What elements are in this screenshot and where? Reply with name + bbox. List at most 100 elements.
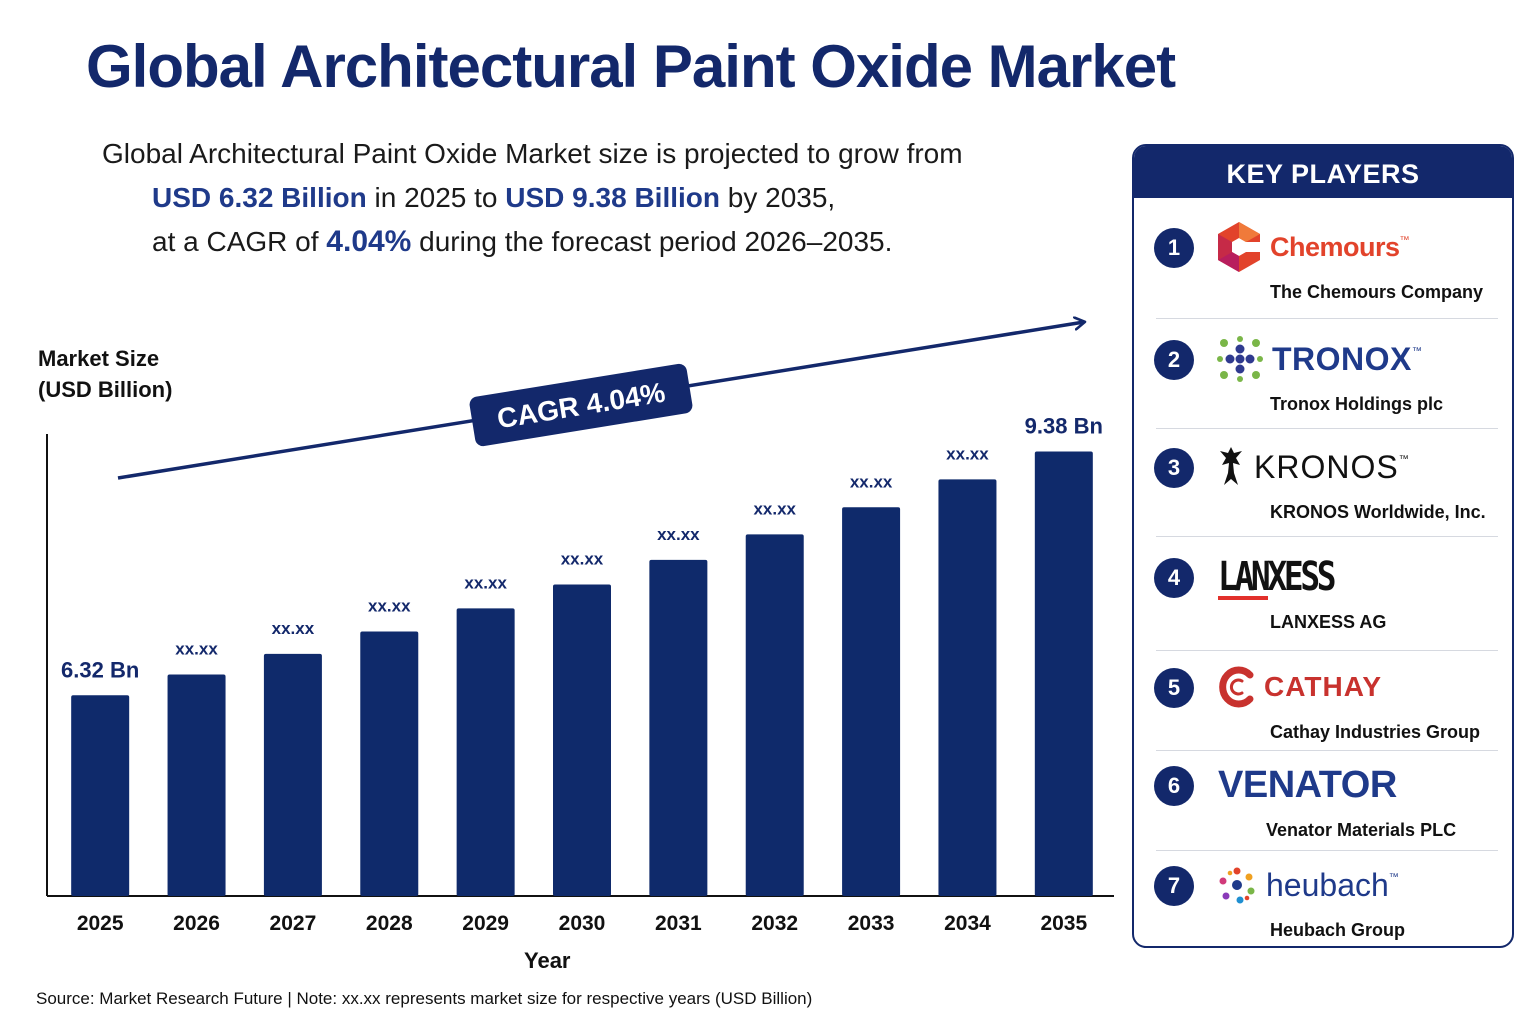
tronox-tm: ™ [1411, 345, 1422, 357]
divider [1156, 428, 1498, 429]
player-item-chemours: 1 Chemours ™ The Chemours Company [1154, 222, 1496, 340]
chemours-logo: Chemours ™ [1216, 220, 1410, 274]
cathay-logo: CATHAY [1216, 660, 1382, 714]
player-item-kronos: 3 KRONOS ™ KRONOS Worldwide, Inc. [1154, 447, 1496, 560]
x-tick-2025: 2025 [77, 912, 124, 935]
kronos-logo-icon [1220, 447, 1242, 485]
player-name: KRONOS Worldwide, Inc. [1270, 502, 1486, 522]
value-labels-group: 6.32 Bn xx.xx xx.xx xx.xx xx.xx xx.xx xx.xx xx.… [61, 413, 1103, 682]
x-tick-2026: 2026 [173, 912, 220, 935]
cagr-badge: CAGR 4.04% [469, 363, 693, 447]
x-tick-2028: 2028 [366, 912, 413, 935]
rank-badge: 3 [1154, 448, 1194, 488]
rank-badge: 1 [1154, 228, 1194, 268]
cathay-logo-text: CATHAY [1264, 671, 1383, 702]
heubach-tm: ™ [1388, 871, 1399, 883]
player-item-venator: 6 VENATOR Venator Materials PLC [1154, 764, 1496, 878]
chemours-tm: ™ [1399, 234, 1410, 246]
cagr-value: 4.04% [326, 225, 412, 258]
divider [1156, 850, 1498, 851]
summary-pre-cagr: at a CAGR of [152, 226, 327, 257]
bar-2031 [649, 559, 708, 896]
bar-2035 [1034, 451, 1093, 896]
bar-2030 [553, 584, 611, 896]
player-item-cathay: 5 CATHAY Cathay Industries Group [1154, 666, 1496, 780]
value-label-2031: xx.xx [657, 525, 700, 544]
x-tick-2027: 2027 [270, 912, 317, 935]
market-summary: Global Architectural Paint Oxide Market … [60, 132, 1070, 264]
player-name: The Chemours Company [1270, 282, 1484, 302]
rank-badge: 5 [1154, 668, 1194, 708]
divider [1156, 750, 1498, 751]
value-label-2035: 9.38 Bn [1025, 413, 1103, 438]
lanxess-logo-icon: LANXESS [1218, 550, 1359, 604]
summary-line-1: Global Architectural Paint Oxide Market … [102, 138, 963, 169]
player-item-heubach: 7 heubach ™ Heubach Group [1154, 866, 1496, 946]
x-tick-2030: 2030 [559, 912, 606, 935]
tick-labels-group: 2025 2026 2027 2028 2029 2030 2031 2032 2033 2034… [77, 912, 1088, 935]
player-name: Heubach Group [1270, 920, 1406, 940]
value-label-2032: xx.xx [753, 499, 796, 518]
value-label-2033: xx.xx [850, 472, 893, 491]
x-tick-2031: 2031 [655, 912, 702, 935]
bar-chart: 6.32 Bn xx.xx xx.xx xx.xx xx.xx xx.xx xx.xx xx.… [46, 300, 1114, 935]
divider [1156, 536, 1498, 537]
cathay-logo-icon [1219, 666, 1254, 708]
source-note: Source: Market Research Future | Note: x… [36, 989, 813, 1008]
value-label-2029: xx.xx [464, 573, 507, 592]
y-axis-label-line-1: Market Size [38, 346, 160, 371]
cagr-badge-bg [469, 363, 693, 447]
tronox-logo: TRONOX ™ [1216, 332, 1422, 386]
value-label-2034: xx.xx [946, 444, 989, 463]
bars-group [71, 451, 1093, 896]
summary-line-2: USD 6.32 Billion in 2025 to USD 9.38 Bil… [60, 176, 1070, 220]
bar-2026 [167, 674, 226, 896]
kronos-tm: ™ [1398, 453, 1409, 465]
value-label-2026: xx.xx [175, 640, 218, 659]
lanxess-logo-text: LANXESS [1218, 554, 1337, 600]
rank-badge: 2 [1154, 340, 1194, 380]
player-item-tronox: 2 TRONOX ™ Tronox Holdings plc [1154, 336, 1496, 452]
value-2025: USD 6.32 Billion [152, 182, 367, 213]
key-players-header: KEY PLAYERS [1134, 146, 1512, 198]
page-title: Global Architectural Paint Oxide Market [86, 33, 1176, 100]
divider [1156, 650, 1498, 651]
x-tick-2033: 2033 [848, 912, 895, 935]
chemours-logo-text: Chemours [1270, 231, 1400, 262]
bar-2034 [938, 479, 997, 896]
rank-badge: 4 [1154, 558, 1194, 598]
y-axis-label: Market Size (USD Billion) [38, 343, 172, 405]
venator-logo-text: VENATOR [1218, 763, 1397, 806]
y-axis-label-line-2: (USD Billion) [38, 377, 173, 402]
bar-2028 [360, 631, 419, 896]
x-tick-2035: 2035 [1040, 912, 1087, 935]
player-name: LANXESS AG [1270, 612, 1387, 632]
rank-badge: 6 [1154, 766, 1194, 806]
bar-2027 [263, 653, 322, 896]
heubach-logo: heubach ™ [1216, 858, 1399, 912]
rank-badge: 7 [1154, 866, 1194, 906]
kronos-logo: KRONOS ™ [1216, 440, 1409, 494]
x-tick-2034: 2034 [944, 912, 991, 935]
player-name: Venator Materials PLC [1266, 820, 1457, 840]
x-tick-2032: 2032 [751, 912, 798, 935]
heubach-logo-text: heubach [1266, 866, 1389, 903]
venator-logo: VENATOR [1218, 758, 1397, 812]
value-label-2030: xx.xx [561, 550, 604, 569]
summary-mid-1: in 2025 to [366, 182, 506, 213]
tronox-logo-text: TRONOX [1272, 340, 1412, 377]
lanxess-logo: LANXESS [1218, 550, 1359, 604]
value-label-2028: xx.xx [368, 597, 411, 616]
player-name: Tronox Holdings plc [1270, 394, 1444, 414]
bar-2033 [842, 507, 901, 896]
kronos-logo-text: KRONOS [1254, 448, 1399, 485]
bar-2025 [71, 695, 130, 896]
divider [1156, 318, 1498, 319]
player-name: Cathay Industries Group [1270, 722, 1481, 742]
value-label-2027: xx.xx [272, 619, 315, 638]
tronox-logo-icon [1217, 336, 1263, 382]
value-2035: USD 9.38 Billion [505, 182, 720, 213]
lanxess-red-bar [1218, 596, 1268, 600]
bar-2032 [745, 534, 804, 896]
summary-post-cagr: during the forecast period 2026–2035. [411, 226, 893, 257]
